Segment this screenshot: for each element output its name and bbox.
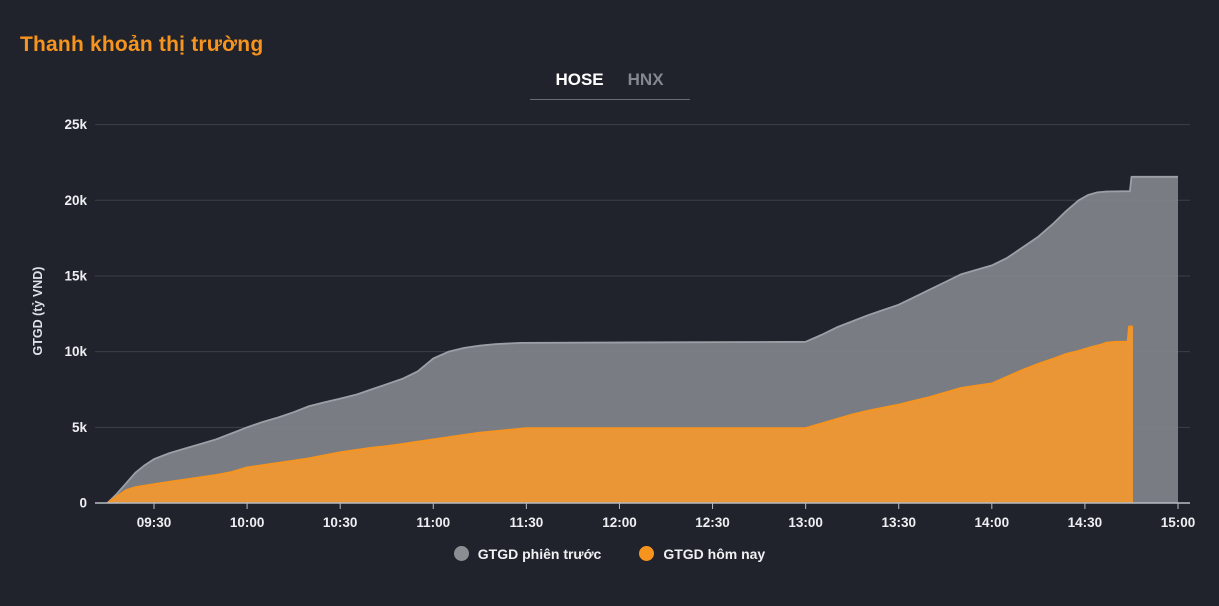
legend-dot-gtgd-phien-truoc <box>453 546 469 561</box>
x-tick-label-12:00: 12:00 <box>602 515 637 530</box>
y-tick-label-10k: 10k <box>64 344 87 359</box>
x-tick-label-12:30: 12:30 <box>695 515 730 530</box>
x-tick-label-13:00: 13:00 <box>788 515 823 530</box>
x-tick-label-15:00: 15:00 <box>1161 515 1196 530</box>
x-tick-label-10:00: 10:00 <box>230 515 265 530</box>
y-tick-label-15k: 15k <box>64 268 87 283</box>
legend-label-gtgd-hom-nay: GTGD hôm nay <box>663 545 766 562</box>
panel-title: Thanh khoản thị trường <box>20 33 264 56</box>
legend-item-gtgd-hom-nay[interactable]: GTGD hôm nay <box>639 546 765 561</box>
series-line-gtgd-phien-truoc <box>106 175 1178 504</box>
tab-hose[interactable]: HOSE <box>555 70 604 89</box>
legend-label-gtgd-phien-truoc: GTGD phiên trước <box>477 545 602 562</box>
y-tick-label-25k: 25k <box>64 117 87 132</box>
y-axis-title: GTGD (tỷ VND) <box>31 267 45 356</box>
legend-item-gtgd-phien-truoc[interactable]: GTGD phiên trước <box>453 545 602 562</box>
series-line-gtgd-hom-nay <box>106 325 1133 504</box>
y-tick-label-0: 0 <box>79 496 87 511</box>
y-tick-label-5k: 5k <box>72 420 88 435</box>
x-tick-label-13:30: 13:30 <box>881 515 916 530</box>
series-area-gtgd-hom-nay <box>107 326 1133 503</box>
x-tick-label-14:30: 14:30 <box>1068 515 1103 530</box>
x-tick-label-10:30: 10:30 <box>323 515 358 530</box>
exchange-tabs: HOSE HNX <box>529 70 690 100</box>
y-tick-label-20k: 20k <box>64 193 87 208</box>
x-tick-label-09:30: 09:30 <box>137 515 172 530</box>
x-tick-label-11:00: 11:00 <box>416 515 450 530</box>
legend-dot-gtgd-hom-nay <box>639 546 655 561</box>
x-tick-label-11:30: 11:30 <box>509 515 543 530</box>
tab-hnx[interactable]: HNX <box>627 70 664 89</box>
chart-legend: GTGD phiên trước GTGD hôm nay <box>0 546 1219 561</box>
x-tick-label-14:00: 14:00 <box>975 515 1010 530</box>
